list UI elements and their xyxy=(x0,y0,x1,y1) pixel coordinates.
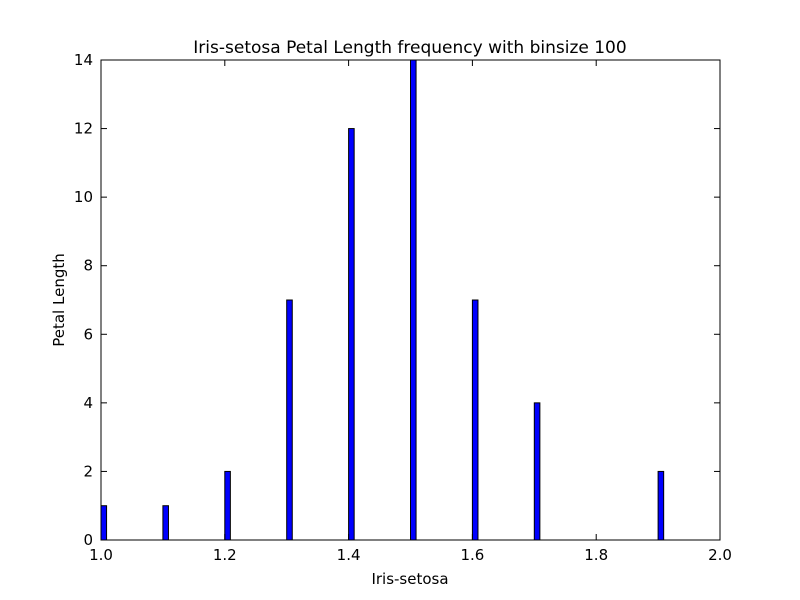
y-tick-label-6: 12 xyxy=(74,120,93,138)
y-axis-label: Petal Length xyxy=(50,253,68,347)
bar-0 xyxy=(100,505,108,541)
bar-4 xyxy=(348,128,355,541)
chart-title: Iris-setosa Petal Length frequency with … xyxy=(193,38,626,58)
y-tick-label-7: 14 xyxy=(74,51,93,69)
bar-6 xyxy=(471,299,479,541)
plot-frame xyxy=(100,59,721,541)
x-tick-label-3: 1.6 xyxy=(460,546,484,564)
x-tick-label-4: 1.8 xyxy=(584,546,608,564)
bar-7 xyxy=(533,402,541,541)
x-axis-label: Iris-setosa xyxy=(371,570,448,588)
bar-8 xyxy=(657,470,665,541)
y-tick-label-1: 2 xyxy=(83,462,93,480)
x-tick-label-1: 1.2 xyxy=(213,546,237,564)
bar-3 xyxy=(286,299,293,541)
y-tick-label-3: 6 xyxy=(83,325,93,343)
x-tick-label-2: 1.4 xyxy=(337,546,361,564)
bar-2 xyxy=(224,470,231,541)
bar-1 xyxy=(162,505,169,541)
plot-area: 1.0 1.2 1.4 1.6 1.8 2.0 0 2 4 6 8 10 12 14 xyxy=(74,51,732,564)
bar-5 xyxy=(410,59,417,541)
y-tick-label-5: 10 xyxy=(74,188,93,206)
x-tick-label-5: 2.0 xyxy=(708,546,732,564)
y-tick-label-4: 8 xyxy=(83,257,93,275)
y-tick-label-0: 0 xyxy=(83,531,93,549)
x-tick-label-0: 1.0 xyxy=(89,546,113,564)
y-tick-label-2: 4 xyxy=(83,394,93,412)
